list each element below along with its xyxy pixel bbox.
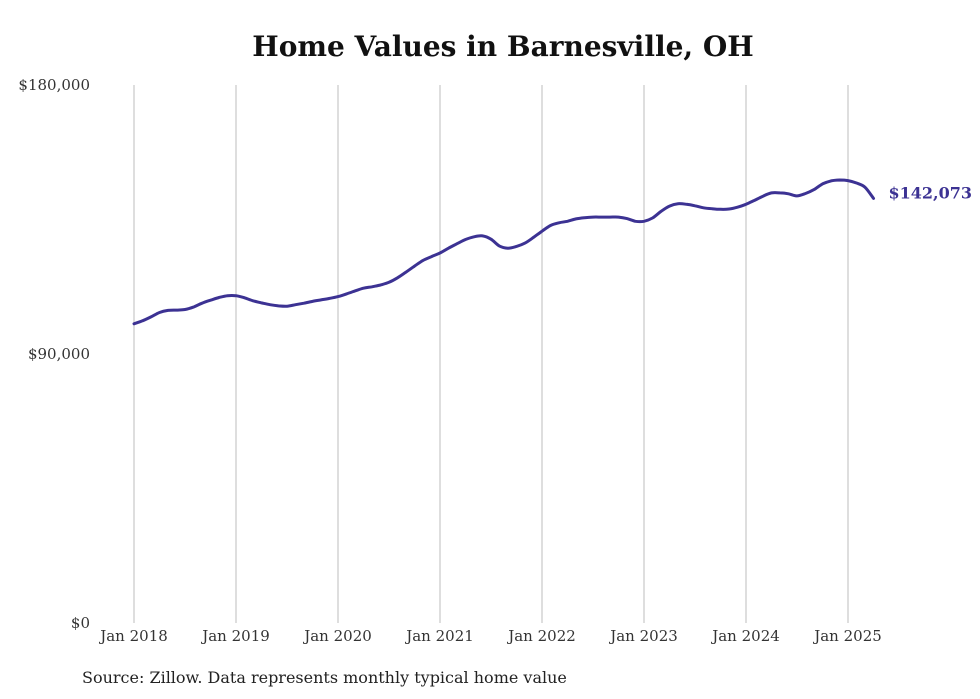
x-axis-ticks: Jan 2018 Jan 2019 Jan 2020 Jan 2021 Jan 2022… — [98, 627, 882, 645]
chart-title: Home Values in Barnesville, OH — [252, 30, 754, 63]
x-tick-label: Jan 2021 — [404, 627, 474, 645]
y-axis-ticks: $0 $90,000 $180,000 — [18, 76, 90, 632]
series-layer — [132, 178, 875, 326]
home-value-series-line — [132, 178, 875, 326]
x-tick-label: Jan 2025 — [812, 627, 882, 645]
x-tick-label: Jan 2020 — [302, 627, 372, 645]
x-tick-label: Jan 2022 — [506, 627, 576, 645]
x-tick-label: Jan 2018 — [98, 627, 168, 645]
x-tick-label: Jan 2019 — [200, 627, 270, 645]
y-tick-label: $180,000 — [18, 76, 90, 94]
end-label-layer: $142,073 — [889, 183, 973, 202]
y-tick-label: $0 — [71, 614, 90, 632]
grid-lines — [133, 85, 849, 623]
y-tick-label: $90,000 — [28, 345, 90, 363]
x-tick-label: Jan 2023 — [608, 627, 678, 645]
chart-source-note: Source: Zillow. Data represents monthly … — [82, 668, 567, 687]
x-tick-label: Jan 2024 — [710, 627, 780, 645]
end-value-label: $142,073 — [889, 183, 973, 202]
